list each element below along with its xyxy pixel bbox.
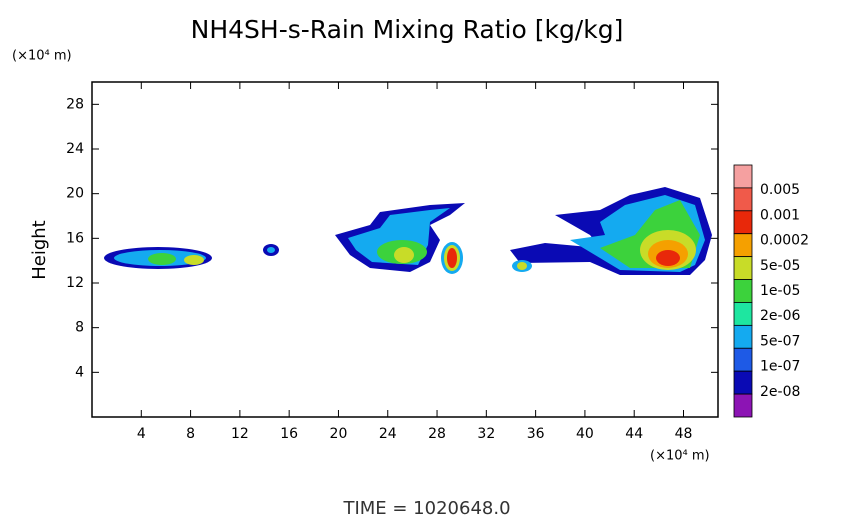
- colorbar-box: [733, 347, 753, 372]
- x-tick-label: 24: [379, 426, 397, 442]
- colorbar-label: 2e-06: [760, 308, 800, 324]
- time-label: TIME = 1020648.0: [342, 498, 510, 519]
- colorbar-label: 5e-05: [760, 258, 800, 274]
- y-tick-label: 16: [66, 230, 84, 246]
- x-tick-label: 4: [137, 426, 146, 442]
- colorbar-box: [733, 187, 753, 212]
- x-tick-label: 28: [428, 426, 446, 442]
- y-tick-label: 28: [66, 96, 84, 112]
- x-tick-label: 8: [186, 426, 195, 442]
- y-tick-label: 8: [75, 320, 84, 336]
- colorbar-box: [733, 370, 753, 395]
- y-axis-label: Height: [29, 220, 50, 280]
- colorbar-box: [733, 164, 753, 189]
- chart-title: NH4SH-s-Rain Mixing Ratio [kg/kg]: [191, 15, 624, 44]
- y-tick-label: 12: [66, 275, 84, 291]
- x-tick-label: 40: [576, 426, 594, 442]
- x-tick-label: 12: [231, 426, 249, 442]
- contour-field: [104, 187, 712, 275]
- colorbar-box: [733, 210, 753, 235]
- colorbar-box: [733, 393, 753, 418]
- colorbar-box: [733, 233, 753, 258]
- plot-frame: [91, 81, 719, 418]
- colorbar-box: [733, 302, 753, 326]
- colorbar-label: 0.005: [760, 182, 800, 198]
- colorbar-box: [733, 256, 753, 280]
- colorbar-box: [733, 324, 753, 349]
- y-unit: (×10⁴ m): [12, 49, 72, 64]
- colorbar-label: 1e-05: [760, 283, 800, 299]
- y-tick-label: 20: [66, 186, 84, 202]
- y-tick-label: 4: [75, 364, 84, 380]
- colorbar-label: 2e-08: [760, 384, 800, 400]
- colorbar-label: 0.0002: [760, 233, 809, 249]
- x-tick-label: 36: [527, 426, 545, 442]
- colorbar-label: 5e-07: [760, 333, 800, 349]
- colorbar-box: [733, 279, 753, 303]
- colorbar-label: 0.001: [760, 207, 800, 223]
- x-unit: (×10⁴ m): [650, 449, 710, 464]
- y-tick-label: 24: [66, 141, 84, 157]
- x-tick-label: 44: [625, 426, 643, 442]
- colorbar-label: 1e-07: [760, 359, 800, 375]
- x-tick-label: 48: [675, 426, 693, 442]
- x-tick-label: 20: [330, 426, 348, 442]
- x-tick-label: 32: [477, 426, 495, 442]
- x-tick-label: 16: [280, 426, 298, 442]
